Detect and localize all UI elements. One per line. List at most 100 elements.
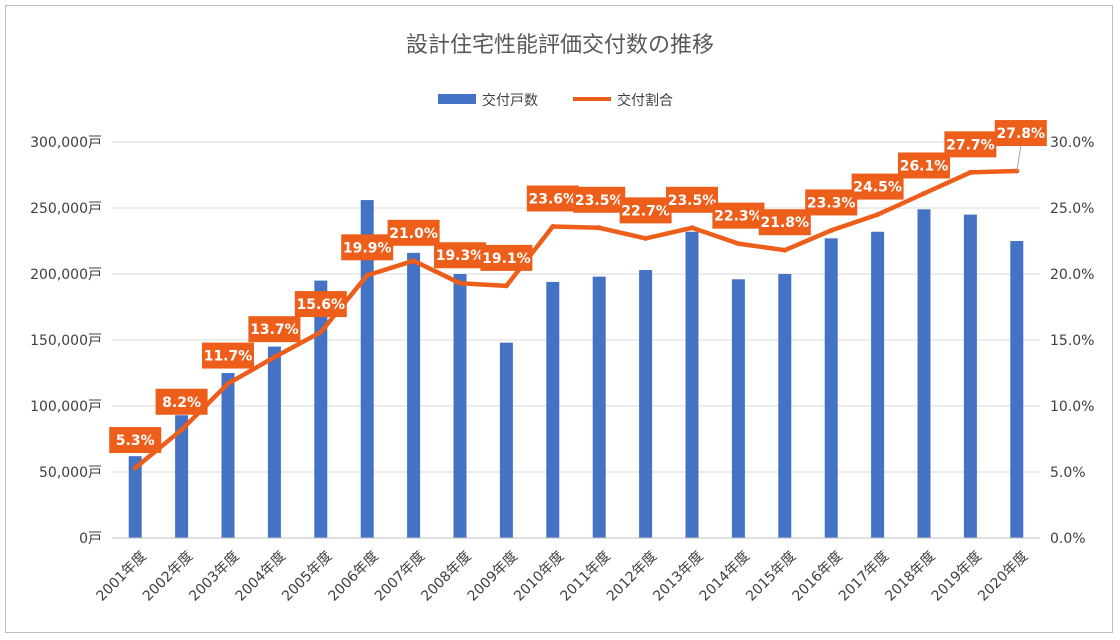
legend-bar-label: 交付戸数 — [482, 92, 538, 109]
line-series — [132, 168, 1020, 471]
line-point — [643, 235, 649, 241]
line-path — [132, 168, 1020, 471]
line-point — [318, 329, 324, 335]
data-labels: 5.3% 8.2% 11.7% 13.7% 15.6% 19.9%21.0% 19.3%19… — [109, 120, 1047, 454]
data-label: 23.5% — [668, 193, 717, 209]
legend-line-label: 交付割合 — [617, 92, 673, 109]
x-tick-label: 2004年度 — [233, 548, 289, 604]
bar — [407, 252, 421, 538]
data-label-box — [805, 189, 858, 216]
line-point — [921, 190, 927, 196]
line-point — [503, 283, 509, 289]
bar-series — [128, 200, 1024, 539]
chart-title: 設計住宅性能評価交付数の推移 — [406, 33, 714, 58]
bar — [314, 280, 328, 538]
bar — [360, 200, 374, 538]
x-axis: 2001年度2002年度2003年度2004年度2005年度2006年度2007… — [93, 537, 1040, 605]
data-label: 27.8% — [997, 126, 1046, 142]
data-label-box — [109, 427, 162, 454]
data-label-box — [851, 173, 904, 200]
data-label: 23.3% — [807, 195, 856, 211]
line-point — [828, 227, 834, 233]
data-label: 24.5% — [853, 180, 902, 196]
data-label: 22.7% — [621, 203, 670, 219]
y-left-tick-label: 300,000戸 — [30, 135, 102, 151]
bar — [639, 270, 653, 538]
bar — [778, 274, 792, 538]
bar — [824, 238, 838, 539]
y-right-tick-label: 15.0% — [1050, 333, 1094, 349]
bar — [1010, 241, 1024, 538]
line-point — [550, 223, 556, 229]
data-label: 21.0% — [389, 226, 438, 242]
x-tick-label: 2017年度 — [836, 548, 892, 604]
data-label: 26.1% — [900, 158, 949, 174]
y-right-tick-label: 0.0% — [1050, 531, 1086, 547]
y-left-tick-label: 100,000戸 — [30, 399, 102, 415]
y-left-tick-label: 50,000戸 — [39, 465, 102, 481]
label-leader-line — [1016, 145, 1022, 172]
line-point — [132, 465, 138, 471]
bar — [731, 279, 745, 538]
data-label: 5.3% — [116, 433, 155, 449]
x-tick-label: 2009年度 — [465, 548, 521, 604]
y-right-tick-label: 30.0% — [1050, 135, 1094, 151]
bar — [592, 276, 606, 538]
x-tick-label: 2020年度 — [975, 548, 1031, 604]
data-label: 21.8% — [761, 215, 810, 231]
y-right-tick-label: 20.0% — [1050, 267, 1094, 283]
bar — [685, 231, 699, 538]
data-label-box — [248, 316, 301, 343]
y-left-tick-label: 0戸 — [79, 531, 102, 547]
line-point — [689, 225, 695, 231]
line-point — [271, 354, 277, 360]
data-label: 23.6% — [529, 191, 578, 207]
line-point — [457, 280, 463, 286]
bar — [453, 274, 467, 538]
bar — [546, 281, 560, 538]
line-point — [596, 225, 602, 231]
legend-bar-swatch — [438, 94, 476, 104]
y-left-tick-label: 200,000戸 — [30, 267, 102, 283]
data-label: 22.3% — [714, 209, 763, 225]
line-point — [967, 169, 973, 175]
x-tick-label: 2007年度 — [372, 548, 428, 604]
line-point — [364, 272, 370, 278]
line-point — [735, 241, 741, 247]
line-point — [179, 427, 185, 433]
data-label: 13.7% — [250, 322, 299, 338]
y-left-tick-label: 150,000戸 — [30, 333, 102, 349]
legend: 交付戸数 交付割合 — [438, 92, 673, 109]
line-point — [411, 258, 417, 264]
x-tick-label: 2012年度 — [604, 548, 660, 604]
data-label: 19.3% — [436, 248, 485, 264]
data-label: 27.7% — [946, 137, 995, 153]
data-label-box — [944, 131, 997, 158]
bar — [917, 209, 931, 538]
y-right-tick-label: 10.0% — [1050, 399, 1094, 415]
bar — [963, 214, 977, 538]
line-point — [225, 381, 231, 387]
data-label-box — [202, 342, 254, 369]
data-label-box — [155, 388, 208, 415]
data-label-box — [619, 197, 672, 224]
y-axis-right: 0.0% 5.0% 10.0% 15.0% 20.0% 25.0% 30.0% — [1050, 135, 1094, 547]
data-label-box — [573, 186, 626, 213]
y-axis-left: 0戸 50,000戸 100,000戸 150,000戸 200,000戸 250,000… — [30, 135, 102, 547]
data-label-box — [434, 242, 486, 269]
bar — [175, 415, 189, 538]
data-label-box — [526, 185, 579, 212]
bar — [499, 342, 513, 538]
data-label: 23.5% — [575, 193, 624, 209]
bar — [267, 346, 281, 538]
data-label: 11.7% — [204, 349, 253, 365]
line-point — [782, 247, 788, 253]
x-tick-label: 2019年度 — [929, 548, 985, 604]
y-right-tick-label: 5.0% — [1050, 465, 1086, 481]
data-label-box — [387, 219, 440, 246]
y-left-tick-label: 250,000戸 — [30, 201, 102, 217]
x-tick-label: 2002年度 — [140, 548, 196, 604]
y-right-tick-label: 25.0% — [1050, 201, 1094, 217]
data-label: 19.1% — [482, 251, 531, 267]
